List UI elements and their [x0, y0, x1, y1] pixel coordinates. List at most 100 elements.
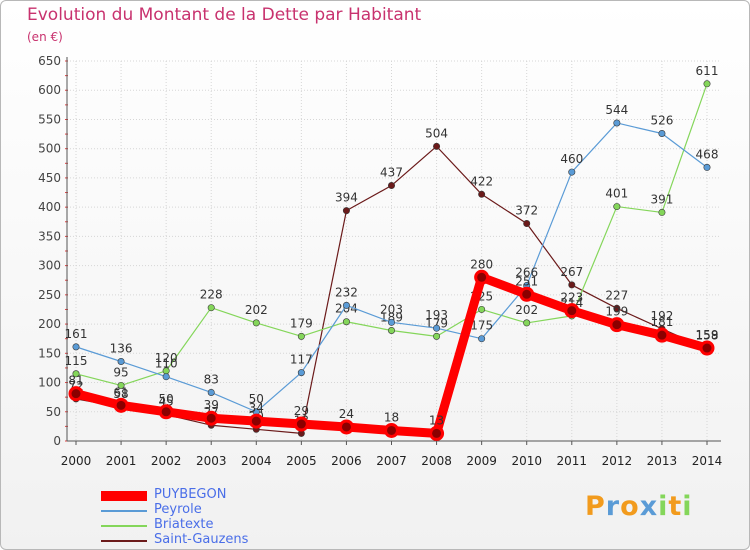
data-point-briatexte: [72, 370, 80, 378]
y-tick-label: 550: [38, 112, 61, 126]
data-point-saint-gauzens: [523, 220, 531, 228]
data-point-puybegon: [519, 286, 535, 302]
y-tick-label: 200: [38, 317, 61, 331]
data-point-puybegon: [68, 386, 84, 402]
data-label-puybegon: 34: [249, 401, 264, 415]
data-label-peyrole: 175: [470, 319, 493, 333]
data-point-peyrole: [703, 163, 711, 171]
x-tick-label: 2007: [376, 454, 407, 468]
data-point-saint-gauzens: [478, 190, 486, 198]
x-tick-label: 2014: [692, 454, 723, 468]
data-label-puybegon: 18: [384, 410, 399, 424]
data-label-briatexte: 202: [515, 303, 538, 317]
proxiti-logo: Proxiti: [585, 491, 693, 522]
data-label-peyrole: 117: [290, 353, 313, 367]
data-label-puybegon: 223: [560, 291, 583, 305]
data-label-puybegon: 81: [68, 374, 83, 388]
data-label-peyrole: 544: [605, 103, 628, 117]
data-label-peyrole: 110: [155, 357, 178, 371]
data-label-peyrole: 460: [560, 152, 583, 166]
data-point-peyrole: [433, 324, 441, 332]
data-label-peyrole: 193: [425, 308, 448, 322]
data-point-saint-gauzens: [387, 182, 395, 190]
logo-letter: i: [658, 491, 669, 522]
legend-label-puybegon: PUYBEGON: [154, 487, 227, 502]
data-label-puybegon: 13: [429, 413, 444, 427]
data-label-peyrole: 232: [335, 285, 358, 299]
x-tick-label: 2008: [421, 454, 452, 468]
data-point-peyrole: [658, 129, 666, 137]
data-label-puybegon: 39: [204, 398, 219, 412]
legend-label-saint-gauzens: Saint-Gauzens: [154, 532, 249, 547]
data-label-puybegon: 251: [515, 274, 538, 288]
legend-swatch-peyrole: [101, 510, 147, 512]
legend-label-peyrole: Peyrole: [154, 502, 202, 517]
data-point-puybegon: [429, 425, 445, 441]
data-point-peyrole: [568, 168, 576, 176]
x-tick-label: 2003: [196, 454, 227, 468]
data-label-puybegon: 280: [470, 257, 493, 271]
y-tick-label: 100: [38, 376, 61, 390]
data-point-saint-gauzens: [342, 207, 350, 215]
logo-letter: P: [585, 491, 606, 522]
data-point-briatexte: [523, 319, 531, 327]
data-point-peyrole: [72, 343, 80, 351]
data-point-puybegon: [113, 397, 129, 413]
data-label-peyrole: 136: [110, 341, 133, 355]
y-tick-label: 400: [38, 200, 61, 214]
data-point-puybegon: [564, 303, 580, 319]
chart-title: Evolution du Montant de la Dette par Hab…: [27, 5, 422, 25]
data-label-puybegon: 61: [113, 385, 128, 399]
legend-swatch-puybegon: [101, 491, 147, 501]
data-label-briatexte: 401: [605, 187, 628, 201]
data-label-briatexte: 189: [380, 311, 403, 325]
y-tick-label: 250: [38, 288, 61, 302]
y-tick-label: 650: [38, 54, 61, 68]
data-label-briatexte: 611: [696, 64, 719, 78]
data-label-peyrole: 266: [515, 265, 538, 279]
data-label-peyrole: 468: [696, 147, 719, 161]
x-tick-label: 2013: [647, 454, 678, 468]
data-point-peyrole: [613, 119, 621, 127]
data-point-peyrole: [162, 373, 170, 381]
data-label-briatexte: 391: [650, 192, 673, 206]
data-label-saint-gauzens: 158: [696, 329, 719, 343]
data-point-puybegon: [248, 413, 264, 429]
data-label-saint-gauzens: 437: [380, 166, 403, 180]
data-label-saint-gauzens: 422: [470, 174, 493, 188]
data-label-briatexte: 115: [65, 354, 88, 368]
data-point-briatexte: [433, 332, 441, 340]
data-label-puybegon: 29: [294, 404, 309, 418]
data-point-puybegon: [609, 317, 625, 333]
data-point-puybegon: [699, 340, 715, 356]
data-label-saint-gauzens: 45: [159, 395, 174, 409]
data-label-saint-gauzens: 58: [113, 387, 128, 401]
data-point-briatexte: [297, 332, 305, 340]
x-tick-label: 2000: [61, 454, 92, 468]
data-point-peyrole: [117, 357, 125, 365]
data-point-puybegon: [654, 327, 670, 343]
data-label-saint-gauzens: 267: [560, 265, 583, 279]
data-label-briatexte: 228: [200, 288, 223, 302]
data-label-puybegon: 181: [650, 315, 673, 329]
data-point-puybegon: [338, 419, 354, 435]
data-label-briatexte: 202: [245, 303, 268, 317]
y-tick-label: 500: [38, 142, 61, 156]
data-label-saint-gauzens: 372: [515, 204, 538, 218]
data-label-saint-gauzens: 394: [335, 191, 358, 205]
y-tick-label: 350: [38, 229, 61, 243]
data-label-peyrole: 161: [65, 327, 88, 341]
data-point-briatexte: [342, 318, 350, 326]
unit-label: (en €): [27, 30, 63, 44]
y-tick-label: 450: [38, 171, 61, 185]
data-label-peyrole: 83: [204, 372, 219, 386]
data-label-peyrole: 526: [650, 113, 673, 127]
data-point-saint-gauzens: [568, 281, 576, 289]
data-point-saint-gauzens: [433, 142, 441, 150]
data-label-saint-gauzens: 192: [650, 309, 673, 323]
x-tick-label: 2012: [602, 454, 633, 468]
y-tick-label: 300: [38, 259, 61, 273]
data-label-briatexte: 95: [113, 365, 128, 379]
data-point-saint-gauzens: [613, 304, 621, 312]
